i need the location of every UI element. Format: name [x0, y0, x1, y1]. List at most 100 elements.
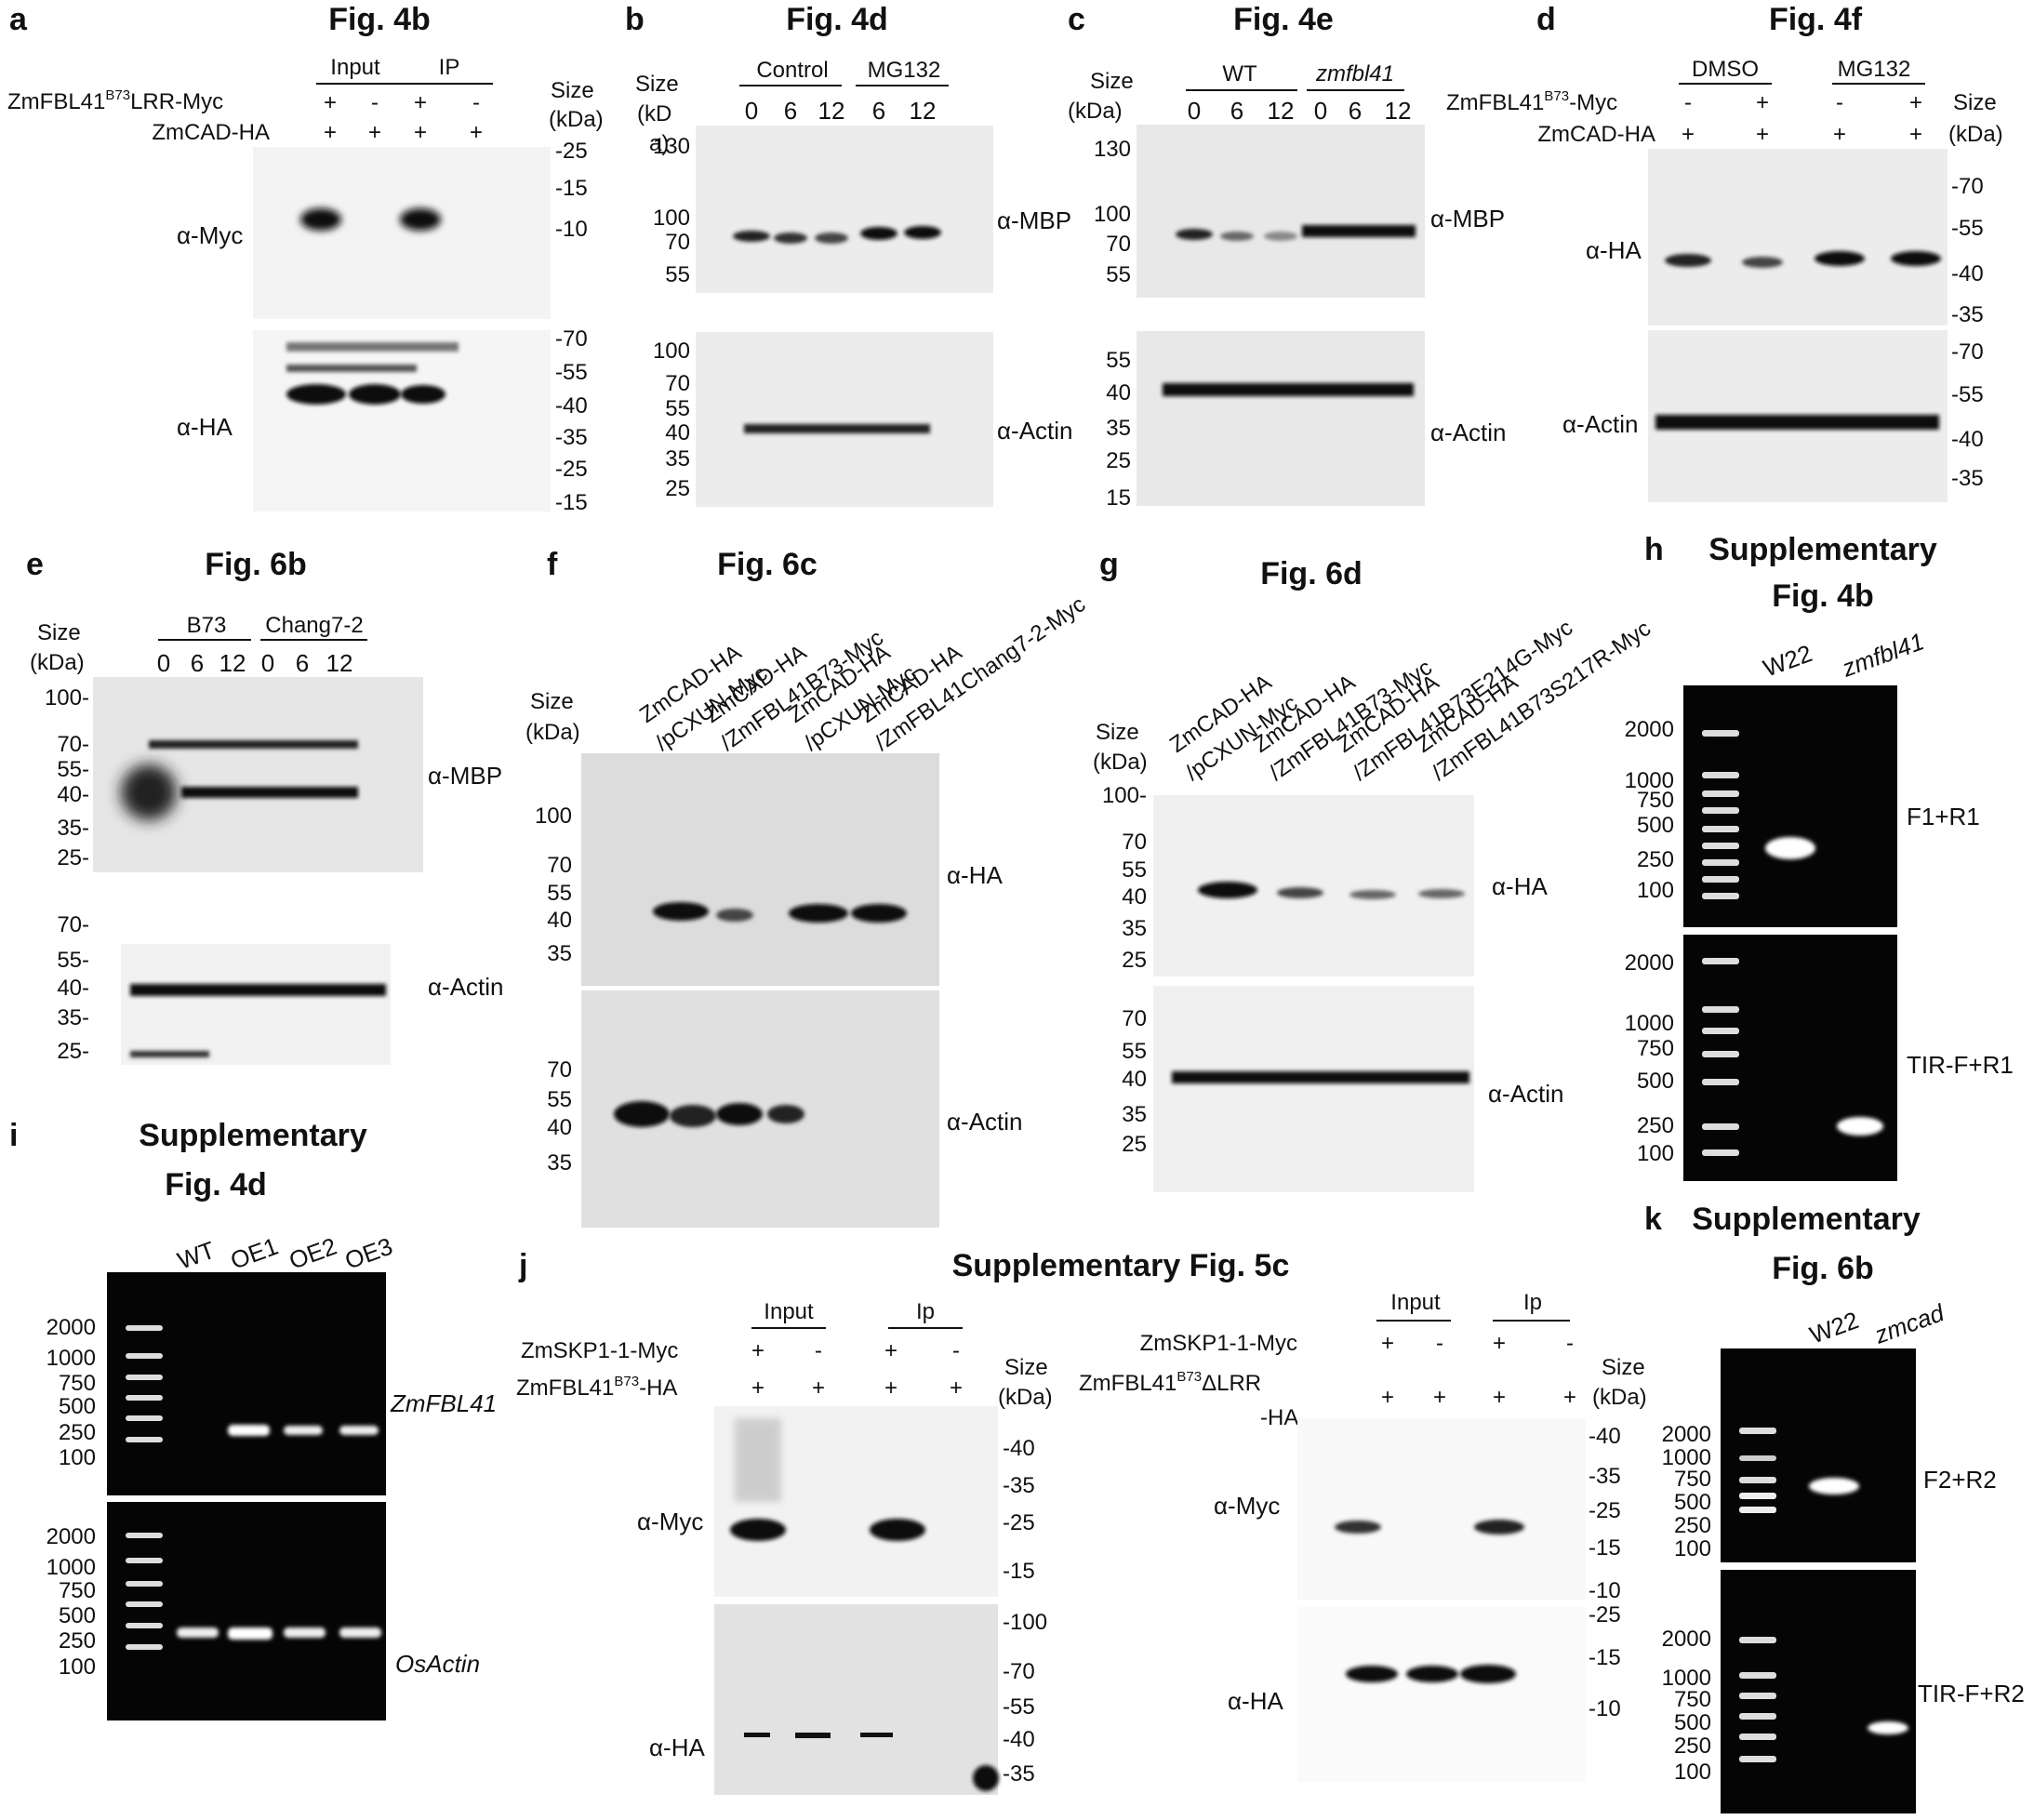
marker: 1000 — [47, 1555, 96, 1580]
marker: -10 — [1589, 1578, 1621, 1603]
panel-label: d — [1536, 2, 1556, 37]
marker-ladder: 70 55 40 35 — [547, 1057, 572, 1176]
marker: 25 — [665, 476, 690, 501]
marker: 25 — [1106, 448, 1131, 473]
antibody-label: α-MBP — [428, 762, 502, 790]
band — [870, 1519, 925, 1541]
band — [860, 1733, 893, 1737]
marker-ladder: 100 70 55 40 35 — [535, 804, 572, 966]
ladder-band — [1739, 1672, 1776, 1679]
antibody-label: α-Actin — [997, 417, 1073, 445]
figure-title: Fig. 4d — [786, 2, 888, 37]
marker: 40 — [547, 1115, 572, 1140]
band — [1277, 887, 1323, 898]
lane-label: OE1 — [227, 1232, 282, 1275]
ladder-band — [126, 1375, 163, 1380]
band — [815, 232, 848, 244]
ladder-band — [1739, 1455, 1776, 1461]
lane-label: 0 — [157, 649, 170, 677]
sign: + — [1493, 1385, 1506, 1410]
ladder-band — [126, 1644, 163, 1650]
group-label: Control — [756, 58, 828, 83]
gel-bottom — [1721, 1570, 1916, 1813]
blot-mbp — [1137, 125, 1425, 298]
marker: 100 — [59, 1654, 96, 1680]
blot-ha — [1648, 149, 1948, 325]
lane-label: 12 — [818, 97, 845, 125]
marker: 70 — [1122, 1006, 1147, 1031]
marker: -70 — [555, 326, 588, 352]
figure-title: Supplementary — [1708, 532, 1937, 567]
ladder-band — [1739, 1713, 1776, 1720]
blot-ha — [1297, 1607, 1586, 1782]
marker: 250 — [1674, 1513, 1711, 1538]
marker: -55 — [1003, 1694, 1035, 1720]
marker-ladder: -70 -55 -40 -35 — [1951, 339, 1984, 491]
marker: 2000 — [1625, 950, 1674, 976]
marker: 70- — [57, 912, 89, 937]
condition-label: ZmFBL41B73-Myc — [1446, 88, 1617, 115]
marker: 750 — [1674, 1467, 1711, 1492]
artifact — [973, 1765, 999, 1791]
band — [904, 226, 941, 239]
panel-label: f — [547, 547, 558, 582]
marker: -40 — [1003, 1727, 1035, 1752]
sign: + — [1909, 90, 1922, 115]
ladder-band — [126, 1558, 163, 1563]
marker: -25 — [1589, 1498, 1621, 1523]
marker: 55 — [665, 262, 690, 287]
ladder-band — [1702, 1028, 1739, 1034]
ladder-band — [126, 1581, 163, 1587]
size-label: Size — [530, 689, 574, 714]
marker: 2000 — [47, 1315, 96, 1340]
marker: 25- — [57, 845, 89, 870]
panel-i: i Supplementary Fig. 4d WT OE1 OE2 OE3 Z… — [9, 1118, 497, 1720]
sign: - — [1436, 1331, 1443, 1356]
band — [1220, 232, 1254, 241]
marker: 55 — [547, 881, 572, 906]
marker-ladder: 100 70 55 40 35 25 — [653, 339, 690, 501]
lane-label: zmfbl41 — [1838, 627, 1928, 683]
panel-d: d Fig. 4f DMSO MG132 ZmFBL41B73-Myc ZmCA… — [1446, 2, 2003, 502]
band — [1418, 889, 1465, 898]
marker: 35 — [547, 1150, 572, 1176]
lane-labels: ZmCAD-HA /pCXUN-Myc ZmCAD-HA /ZmFBL41B73… — [1165, 615, 1655, 786]
gel-bottom — [107, 1502, 386, 1720]
marker: 70- — [57, 732, 89, 757]
band — [286, 365, 417, 372]
lane-label: 6 — [1230, 97, 1243, 125]
band — [1163, 383, 1414, 396]
figure-title: Fig. 4b — [328, 2, 431, 37]
figure-title: Fig. 6d — [1260, 556, 1363, 591]
ladder-band — [1739, 1477, 1776, 1483]
size-label: a) — [649, 131, 669, 156]
band — [614, 1101, 670, 1127]
condition-label: ZmFBL41B73LRR-Myc — [7, 87, 223, 114]
marker-ladder: -40 -35 -25 -15 — [1003, 1436, 1035, 1584]
marker-ladder: 70 55 40 35 25 — [1122, 1006, 1147, 1157]
marker: 100 — [1674, 1536, 1711, 1561]
dna-ladder — [126, 1325, 163, 1442]
figure-title: Fig. 4b — [1772, 578, 1874, 614]
ladder-band — [126, 1325, 163, 1331]
marker: 40 — [547, 908, 572, 933]
marker: 35 — [665, 446, 690, 472]
band — [716, 1103, 763, 1125]
group-label: zmfbl41 — [1315, 61, 1394, 86]
pcr-band — [284, 1627, 326, 1638]
panel-e: e Fig. 6b Size (kDa) B73 Chang7-2 0 6 12… — [26, 547, 504, 1065]
panel-label: k — [1644, 1202, 1662, 1237]
ladder-band — [1702, 826, 1739, 832]
ladder-band — [1739, 1734, 1776, 1740]
ladder-band — [1739, 1507, 1776, 1513]
panel-b: b Fig. 4d Size (kD a) Control MG132 0 6 … — [625, 2, 1073, 507]
marker: 35 — [547, 941, 572, 966]
marker: 500 — [1637, 813, 1674, 838]
blot-ha — [253, 330, 551, 511]
marker: 55 — [1122, 857, 1147, 883]
marker: 2000 — [1625, 717, 1674, 742]
marker: 55 — [1122, 1039, 1147, 1064]
ladder-band — [1702, 859, 1739, 866]
band — [744, 1733, 770, 1737]
band — [1474, 1520, 1524, 1534]
